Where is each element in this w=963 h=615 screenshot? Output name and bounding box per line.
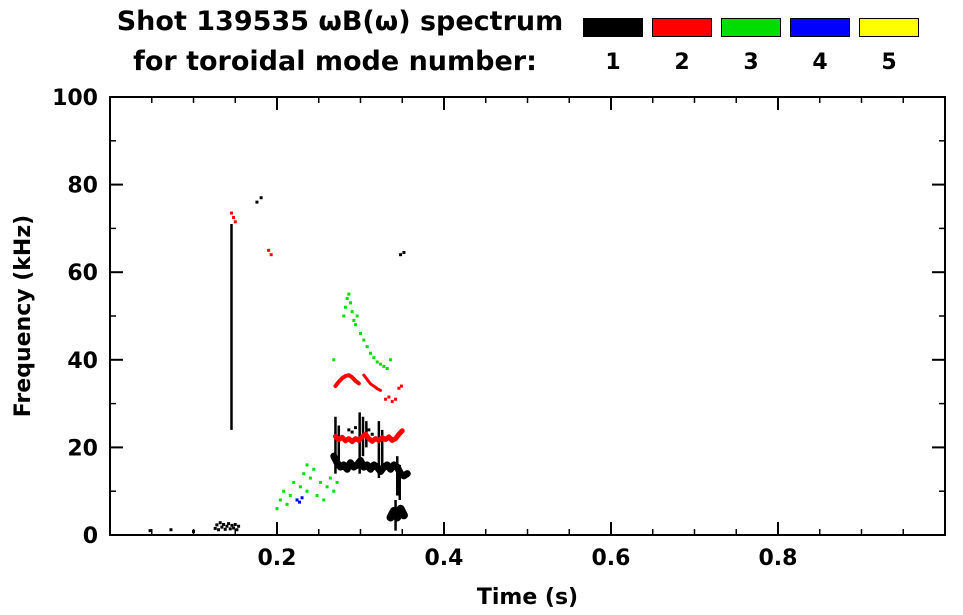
legend-swatch-3 [721,18,781,37]
plot-frame [109,96,946,536]
legend-label-5: 5 [881,50,897,75]
y-tick-label: 40 [67,349,98,374]
legend-swatch-2 [652,18,712,37]
y-tick-label: 60 [67,261,98,286]
legend-label-3: 3 [743,50,759,75]
x-tick-label: 0.4 [425,546,464,571]
chart-title-line2: for toroidal mode number: [133,46,537,77]
legend-label-1: 1 [605,50,621,75]
x-axis-label: Time (s) [477,585,578,610]
legend-swatch-5 [859,18,919,37]
series-n4 [295,496,304,504]
legend-swatch-1 [583,18,643,37]
legend-swatch-4 [790,18,850,37]
legend-label-4: 4 [812,50,828,75]
y-axis-label: Frequency (kHz) [11,215,36,417]
series-n2 [229,211,405,445]
y-tick-label: 80 [67,174,98,199]
y-tick-label: 20 [67,436,98,461]
y-tick-label: 100 [52,86,98,111]
x-tick-label: 0.2 [258,546,297,571]
x-tick-label: 0.8 [759,546,798,571]
x-tick-label: 0.6 [592,546,631,571]
y-tick-label: 0 [83,524,98,549]
series-n3 [275,292,393,511]
chart-title-line1: Shot 139535 ωB(ω) spectrum [116,6,564,37]
series-n1 [148,196,411,533]
legend-label-2: 2 [674,50,690,75]
